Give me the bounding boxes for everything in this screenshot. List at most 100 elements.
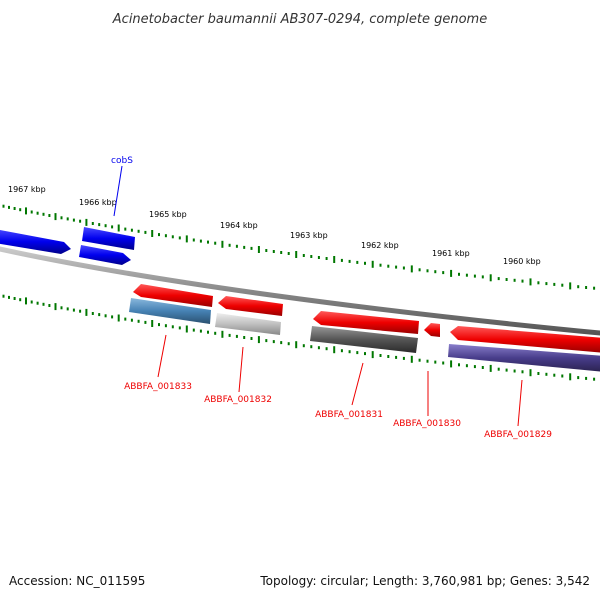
ruler-major-tick [117,314,120,322]
cog-bar-silver[interactable] [215,313,281,335]
reverse-strand-track [133,284,600,353]
ruler-label-1961: 1961 kbp [432,249,470,258]
ruler-minor-tick [207,240,209,244]
reverse-gene-ABBFA_001830-arrow[interactable] [424,323,440,337]
ruler-major-tick [410,355,413,363]
gene-label-cobS[interactable]: cobS [111,156,133,166]
ruler-label-1963: 1963 kbp [290,231,328,240]
ruler-minor-tick [66,307,69,311]
ruler-label-1962: 1962 kbp [361,241,399,250]
ruler-minor-tick [585,376,588,380]
ruler-minor-tick [272,250,275,253]
gene-label-ABBFA_001831[interactable]: ABBFA_001831 [315,410,383,420]
ruler-minor-tick [497,277,500,281]
ruler-minor-tick [60,306,63,310]
ruler-minor-tick [577,285,580,289]
ruler-minor-tick [13,207,16,210]
ruler-minor-tick [66,217,69,221]
connector-ABBFA_001831 [351,362,364,406]
ruler-label-1965: 1965 kbp [149,210,187,219]
ruler-major-tick [450,269,453,277]
ruler-minor-tick [36,301,39,305]
ruler-minor-tick [513,369,516,373]
ruler-minor-tick [379,263,382,267]
ruler-major-tick [489,274,492,282]
ruler-minor-tick [280,251,283,254]
reverse-gene-ABBFA_001833-arrow[interactable] [133,284,213,307]
ruler-minor-tick [310,255,313,258]
ruler-minor-tick [192,328,195,332]
gene-label-ABBFA_001833[interactable]: ABBFA_001833 [124,382,192,392]
ruler-minor-tick [356,351,359,355]
ruler-major-tick [295,341,298,349]
ruler-minor-tick [30,300,33,304]
ruler-minor-tick [72,308,75,312]
ruler-major-tick [151,230,154,237]
ruler-minor-tick [577,376,580,380]
ruler-minor-tick [199,239,202,243]
ruler-minor-tick [79,309,82,313]
ruler-major-tick [185,235,188,243]
ruler-major-tick [333,256,336,263]
ruler-minor-tick [340,258,343,262]
ruler-minor-tick [537,281,540,285]
ruler-major-tick [151,320,154,327]
ruler-minor-tick [521,279,524,283]
ruler-minor-tick [79,219,82,223]
ruler-minor-tick [137,229,140,233]
gene-label-ABBFA_001829[interactable]: ABBFA_001829 [484,430,552,440]
ruler-minor-tick [243,245,246,249]
cog-bar-steelblue[interactable] [129,298,211,324]
cog-bar-darkgray[interactable] [310,326,418,353]
forward-strand-track [0,227,135,265]
ruler-minor-tick [561,374,564,378]
ruler-major-tick [85,308,88,316]
ruler-major-tick [371,351,374,359]
ruler-minor-tick [348,350,351,354]
ruler-minor-tick [473,365,476,369]
ruler-minor-tick [214,331,217,335]
ruler-minor-tick [364,261,366,265]
cog-bar-slateblue[interactable] [448,344,600,372]
ruler-minor-tick [434,360,437,364]
ruler-minor-tick [91,312,94,315]
ruler-label-1966: 1966 kbp [79,198,117,207]
ruler-minor-tick [317,256,320,259]
ruler-minor-tick [426,359,429,363]
ruler-minor-tick [130,228,133,232]
ruler-minor-tick [36,211,39,215]
ruler-minor-tick [98,223,101,227]
ruler-major-tick [529,369,532,377]
ruler-minor-tick [302,344,305,348]
ruler-minor-tick [521,370,524,374]
ruler-minor-tick [442,361,445,365]
ruler-minor-tick [387,355,390,358]
gene-label-ABBFA_001830[interactable]: ABBFA_001830 [393,419,461,429]
ruler-minor-tick [545,372,548,376]
forward-gene-arrow[interactable] [79,245,131,265]
ruler-minor-tick [317,346,320,350]
ruler-minor-tick [280,341,283,345]
ruler-minor-tick [104,224,107,228]
ruler-minor-tick [144,320,147,324]
reverse-gene-ABBFA_001831-arrow[interactable] [313,311,419,334]
ruler-minor-tick [235,334,238,338]
ruler-minor-tick [13,297,16,300]
ruler-major-tick [450,360,453,368]
ruler-minor-tick [171,325,174,329]
ruler-minor-tick [426,269,429,273]
reverse-gene-ABBFA_001832-arrow[interactable] [218,296,283,316]
forward-gene-cobS-arrow[interactable] [82,227,135,250]
ruler-major-tick [117,224,120,232]
gene-label-ABBFA_001832[interactable]: ABBFA_001832 [204,395,272,405]
ruler-label-1967: 1967 kbp [8,185,46,194]
ruler-major-tick [569,373,572,381]
ruler-minor-tick [48,304,51,307]
connector-ABBFA_001832 [238,346,244,393]
ruler-minor-tick [72,218,75,222]
ruler-minor-tick [8,295,10,299]
ruler-major-tick [221,330,224,338]
forward-gene-arrow[interactable] [0,229,71,254]
reverse-gene-ABBFA_001829-arrow[interactable] [450,326,600,353]
ruler-minor-tick [545,282,548,286]
